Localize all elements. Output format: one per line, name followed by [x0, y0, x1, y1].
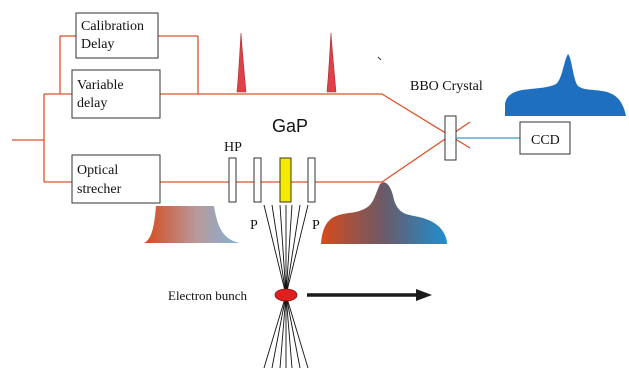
- lower-beam-diagonal: [381, 121, 471, 183]
- tick-mark: [377, 56, 382, 61]
- field-line-bottom-2: [271, 294, 287, 369]
- hp-label: HP: [224, 140, 242, 155]
- polarizer-right: [307, 157, 316, 203]
- calibration-delay-label-2: Delay: [81, 37, 114, 52]
- field-line-top-5: [285, 204, 293, 296]
- field-line-bottom-7: [285, 294, 309, 369]
- variable-delay-label-2: delay: [77, 96, 107, 111]
- field-line-top-3: [279, 204, 287, 296]
- field-line-top-7: [285, 204, 309, 296]
- gap-crystal: [279, 157, 292, 203]
- ccd-label: CCD: [531, 133, 560, 148]
- laser-pulse-2: [326, 32, 337, 93]
- hp-element: [228, 157, 237, 203]
- field-line-bottom-3: [279, 294, 287, 369]
- modulated-signal: [321, 182, 447, 244]
- electron-bunch: [274, 288, 298, 302]
- electron-bunch-label: Electron bunch: [168, 288, 248, 303]
- laser-pulse-1: [236, 32, 247, 93]
- polarizer-right-label: P: [312, 218, 320, 233]
- variable-delay-box: [71, 69, 161, 119]
- blue-signal-shape: [505, 54, 626, 116]
- ccd-box: [519, 121, 571, 155]
- field-line-top-6: [285, 204, 301, 296]
- direction-arrow-head: [416, 289, 432, 301]
- electron-field-lines: [263, 204, 309, 369]
- variable-delay-label-1: Variable: [77, 78, 124, 93]
- stretched-pulse: [144, 206, 240, 243]
- bbo-crystal: [444, 115, 457, 161]
- optical-stretcher-label-2: strecher: [77, 182, 122, 197]
- polarizer-left: [253, 157, 262, 203]
- field-line-bottom-6: [285, 294, 301, 369]
- polarizer-left-label: P: [250, 218, 258, 233]
- upper-beam-diagonal: [381, 93, 471, 149]
- field-line-top-1: [263, 204, 287, 296]
- field-line-bottom-5: [285, 294, 293, 369]
- optical-stretcher-box: [71, 154, 161, 204]
- optical-stretcher-label-1: Optical: [77, 163, 118, 178]
- field-line-bottom-1: [263, 294, 287, 369]
- calibration-delay-box: [75, 12, 159, 59]
- gap-label: GaP: [272, 116, 308, 136]
- calibration-delay-label-1: Calibration: [81, 19, 144, 34]
- field-line-top-2: [271, 204, 287, 296]
- bbo-crystal-label: BBO Crystal: [410, 79, 483, 94]
